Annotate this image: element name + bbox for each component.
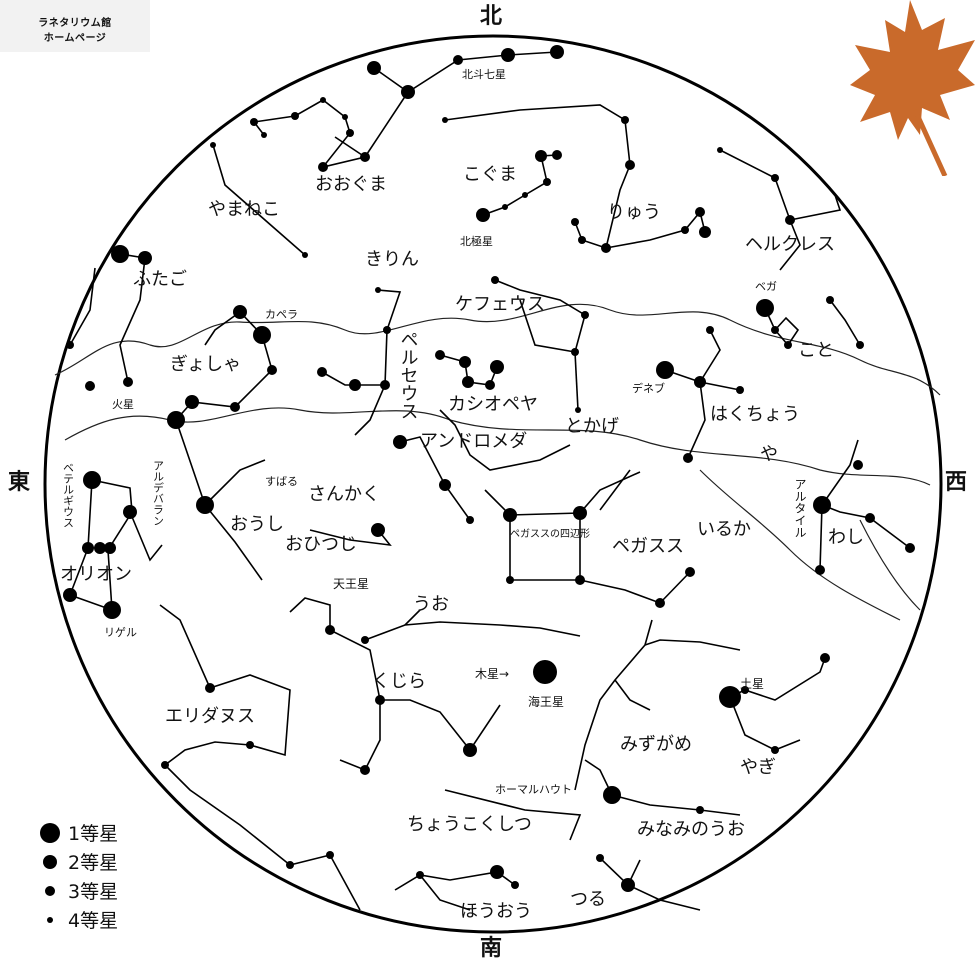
header-title-line1: ラネタリウム館	[38, 18, 112, 29]
legend-label-4th: 4等星	[68, 910, 119, 932]
label-herukuresu: ヘルクレス	[745, 234, 835, 255]
label-tennousei: 天王星	[333, 577, 369, 591]
label-rigel: リゲル	[104, 626, 137, 639]
legend-row-4: 4等星	[40, 905, 118, 934]
chart-labels: 北斗七星 おおぐま こぐま りゅう 北極星 やまねこ きりん ヘルクレス ふたご…	[60, 68, 864, 922]
label-sankaku: さんかく	[308, 484, 380, 505]
label-uo: うお	[413, 594, 449, 615]
direction-east: 東	[8, 470, 31, 495]
label-mizugame: みずがめ	[620, 734, 692, 755]
legend-row-3: 3等星	[40, 876, 118, 905]
label-fomalhaut: ホーマルハウト	[495, 783, 572, 796]
label-ousi: おうし	[230, 514, 284, 535]
label-kefeusu: ケフェウス	[455, 294, 545, 315]
label-pegasus-square: ペガススの四辺形	[510, 528, 590, 540]
label-vega: ベガ	[755, 280, 777, 293]
legend-row-2: 2等星	[40, 847, 118, 876]
header-title-line2: ホームページ	[43, 33, 107, 44]
legend-dot-2nd	[43, 854, 57, 869]
label-iruka: いるか	[697, 519, 751, 540]
label-perseus: ペルセウス	[398, 330, 419, 420]
direction-west: 西	[945, 470, 968, 495]
label-pegasusu: ペガスス	[612, 536, 684, 557]
stars-layer	[63, 45, 915, 892]
label-futago: ふたご	[133, 269, 187, 290]
legend-label-1st: 1等星	[68, 823, 119, 845]
label-altair: アルタイル	[793, 478, 807, 538]
legend-row-1: 1等星	[40, 818, 118, 847]
label-mokusei: 木星→	[475, 667, 509, 681]
label-ryuu: りゅう	[607, 202, 661, 223]
label-minaminouo: みなみのうお	[637, 819, 745, 840]
label-ohitsuji: おひつじ	[285, 534, 357, 555]
label-kaiousei: 海王星	[528, 694, 564, 709]
legend-label-2nd: 2等星	[68, 852, 119, 874]
label-tsuru: つる	[570, 889, 606, 910]
legend-dot-1st	[40, 822, 60, 843]
label-deneb: デネブ	[632, 381, 665, 395]
label-kasei: 火星	[112, 398, 134, 411]
legend-dot-4th	[47, 916, 53, 923]
label-hakuchou: はくちょう	[710, 404, 800, 425]
label-hokuto: 北斗七星	[462, 68, 506, 81]
label-gyosha: ぎょしゃ	[170, 354, 241, 375]
maple-leaf-icon	[850, 0, 975, 176]
label-koguma: こぐま	[463, 164, 517, 185]
direction-north: 北	[480, 4, 503, 29]
label-yamaneko: やまねこ	[208, 199, 280, 220]
label-andromeda: アンドロメダ	[420, 431, 527, 452]
site-header-banner[interactable]: ラネタリウム館 ホームページ	[0, 0, 150, 52]
label-kapera: カペラ	[265, 308, 298, 321]
label-eridanusu: エリダヌス	[165, 706, 255, 727]
label-aldebaran: アルデバラン	[152, 460, 165, 526]
label-koto: こと	[798, 340, 834, 361]
horizon-circle	[43, 34, 943, 934]
label-ya: や	[760, 444, 778, 465]
label-dosei: 土星	[740, 677, 764, 691]
label-kujira: くじら	[372, 671, 426, 692]
label-subaru: すばる	[265, 475, 298, 488]
legend-dot-3rd	[45, 885, 55, 896]
label-houou: ほうおう	[460, 901, 532, 922]
label-orion: オリオン	[60, 564, 132, 585]
label-tokage: とかげ	[565, 416, 619, 437]
label-washi: わし	[828, 527, 864, 548]
legend-label-3rd: 3等星	[68, 881, 119, 903]
label-chokokushitsu: ちょうこくしつ	[407, 814, 532, 835]
direction-south: 南	[480, 936, 503, 961]
label-yagi: やぎ	[740, 757, 776, 778]
label-kirin: きりん	[365, 249, 419, 270]
label-ooguma: おおぐま	[315, 174, 387, 195]
label-kashiopeya: カシオペヤ	[448, 394, 538, 415]
label-betelgeuse: ベテルギウス	[62, 462, 75, 528]
label-hokkyokusei: 北極星	[460, 234, 493, 248]
magnitude-legend: 1等星 2等星 3等星 4等星	[40, 818, 118, 934]
